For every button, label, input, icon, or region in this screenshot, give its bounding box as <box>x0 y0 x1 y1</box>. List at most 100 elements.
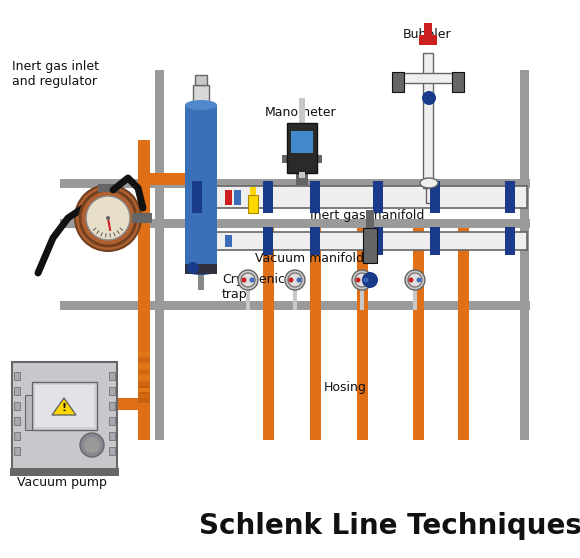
Bar <box>138 370 150 374</box>
Text: !: ! <box>61 403 67 413</box>
Bar <box>192 181 202 213</box>
Bar <box>430 227 440 255</box>
Bar <box>310 227 320 255</box>
Circle shape <box>416 277 422 282</box>
Bar <box>263 227 273 255</box>
Bar <box>287 123 317 173</box>
Bar <box>109 402 115 410</box>
Bar <box>225 190 232 205</box>
Ellipse shape <box>185 100 217 110</box>
Bar <box>293 285 297 310</box>
Polygon shape <box>52 398 76 415</box>
Bar <box>138 376 150 380</box>
Bar <box>430 181 440 213</box>
Bar <box>138 394 150 398</box>
Bar <box>14 447 20 455</box>
Bar <box>299 172 305 178</box>
Text: Vacuum pump: Vacuum pump <box>17 476 107 489</box>
Circle shape <box>422 91 436 105</box>
Text: Cryogenic
trap: Cryogenic trap <box>222 273 285 301</box>
Circle shape <box>288 273 302 287</box>
Bar <box>419 35 437 45</box>
Text: Inert gas manifold: Inert gas manifold <box>310 209 425 223</box>
Bar <box>263 228 274 440</box>
Bar <box>193 85 209 105</box>
Bar <box>505 227 515 255</box>
Bar <box>248 195 258 213</box>
Circle shape <box>364 277 368 282</box>
Bar <box>138 336 150 348</box>
Bar <box>192 232 527 250</box>
Bar <box>138 358 150 362</box>
Bar <box>185 105 217 270</box>
Circle shape <box>296 277 302 282</box>
Bar <box>185 264 217 274</box>
Bar <box>310 228 321 440</box>
Bar <box>520 70 529 440</box>
Bar <box>250 187 256 195</box>
Circle shape <box>241 273 255 287</box>
Bar <box>132 213 152 223</box>
Bar <box>296 173 308 185</box>
Circle shape <box>285 270 305 290</box>
Bar <box>402 73 454 83</box>
Bar <box>25 395 32 430</box>
Bar <box>32 382 97 430</box>
Bar <box>138 364 150 368</box>
Bar <box>363 228 377 263</box>
Circle shape <box>352 270 372 290</box>
Bar <box>10 468 119 476</box>
Bar <box>100 398 150 410</box>
Bar <box>225 235 232 247</box>
Circle shape <box>84 437 100 453</box>
Circle shape <box>288 277 293 282</box>
Bar <box>413 285 417 310</box>
Bar <box>373 181 383 213</box>
Bar <box>138 173 198 185</box>
Bar <box>360 285 364 310</box>
Circle shape <box>80 190 136 246</box>
Bar <box>310 181 320 213</box>
Bar <box>138 382 150 386</box>
Bar <box>14 402 20 410</box>
Bar <box>458 228 469 440</box>
Bar <box>109 432 115 440</box>
Bar <box>109 372 115 380</box>
Bar <box>424 23 432 35</box>
Bar <box>234 190 241 205</box>
Bar <box>366 210 374 228</box>
Bar <box>291 131 313 153</box>
Circle shape <box>187 262 199 274</box>
Bar <box>14 387 20 395</box>
Circle shape <box>362 272 378 288</box>
Bar <box>14 372 20 380</box>
Bar <box>35 385 94 427</box>
Bar <box>423 53 433 188</box>
Circle shape <box>241 277 246 282</box>
Bar <box>520 118 529 168</box>
Bar <box>413 228 424 440</box>
Bar <box>14 432 20 440</box>
Text: Bubbler: Bubbler <box>403 28 451 41</box>
Bar <box>426 188 432 203</box>
Bar <box>109 417 115 425</box>
Bar <box>373 227 383 255</box>
Bar <box>138 405 150 440</box>
Bar <box>138 352 150 356</box>
Circle shape <box>80 433 104 457</box>
Circle shape <box>86 196 130 240</box>
Bar <box>246 285 250 310</box>
Text: Manometer: Manometer <box>265 107 336 119</box>
Circle shape <box>408 277 414 282</box>
Ellipse shape <box>420 178 438 188</box>
Bar <box>357 228 368 440</box>
Bar <box>14 417 20 425</box>
Bar <box>282 155 287 163</box>
Circle shape <box>238 270 258 290</box>
Circle shape <box>356 277 361 282</box>
Circle shape <box>75 185 141 251</box>
Ellipse shape <box>185 265 217 275</box>
Bar <box>60 301 530 310</box>
Bar <box>109 387 115 395</box>
Text: Schlenk Line Techniques: Schlenk Line Techniques <box>198 512 580 540</box>
